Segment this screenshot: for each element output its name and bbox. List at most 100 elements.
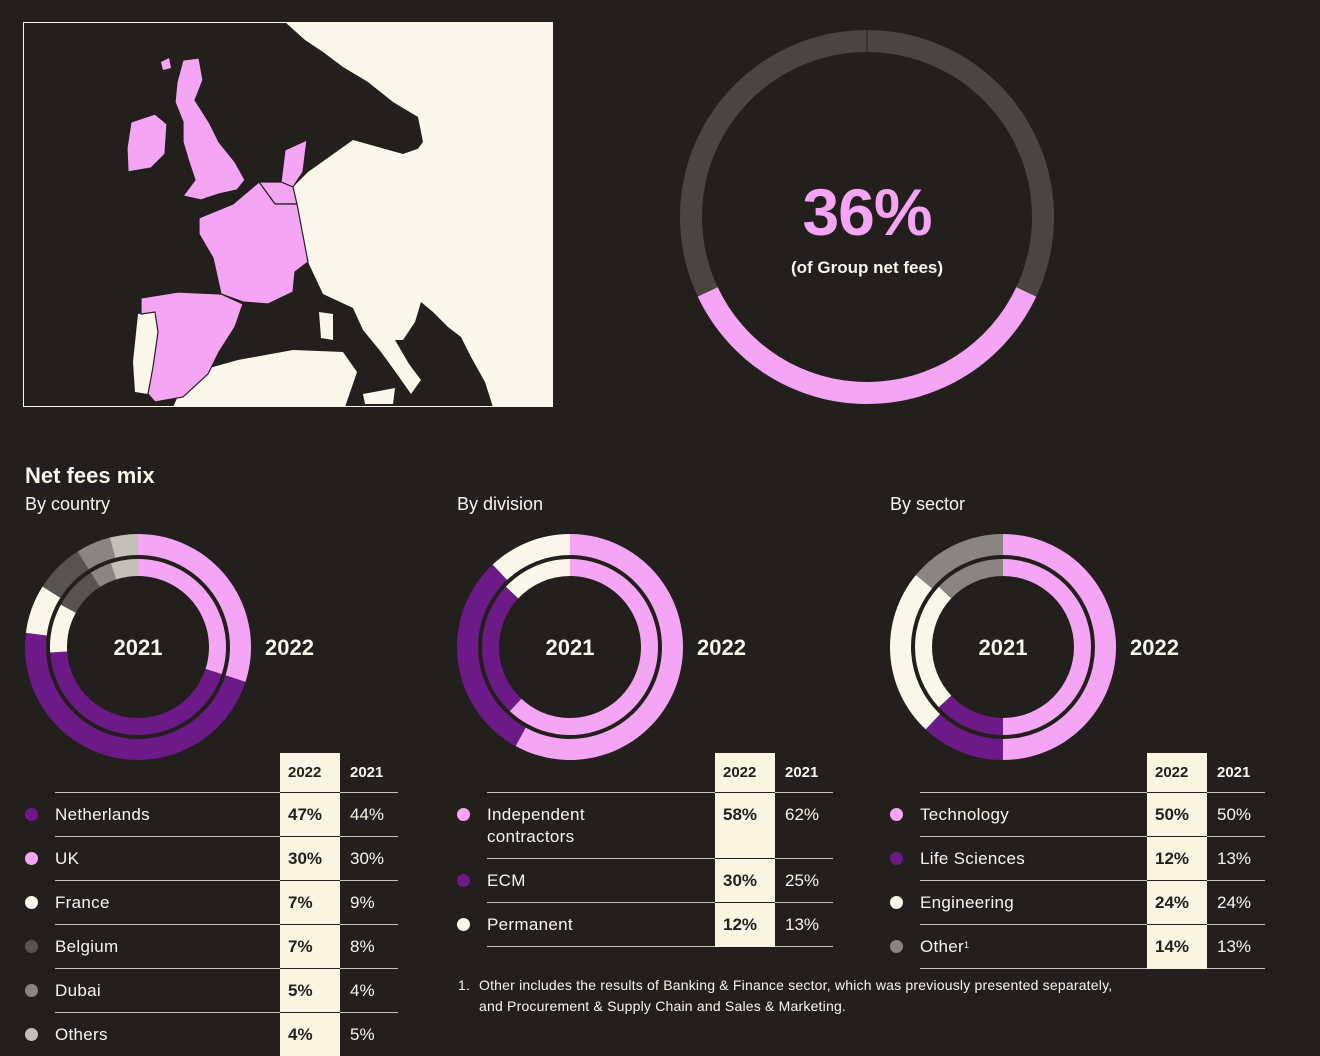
value-2022: 4% — [280, 1013, 340, 1056]
outer-year-label: 2022 — [265, 635, 314, 661]
table-by-country: 2022 2021 Netherlands 47% 44% UK 30% 30%… — [25, 753, 398, 1056]
col-header-2022: 2022 — [715, 753, 775, 793]
group-share-caption: (of Group net fees) — [672, 258, 1062, 278]
chart-subtitle: By country — [25, 494, 110, 515]
group-share-value: 36% — [672, 174, 1062, 250]
table-by-sector: 2022 2021 Technology 50% 50% Life Scienc… — [890, 753, 1265, 969]
footnote-number: 1. — [458, 975, 479, 996]
panel-by-sector: By sector 2021 2022 2022 2021 Technology… — [890, 494, 1310, 1021]
table-header-row: 2022 2021 — [457, 753, 833, 793]
row-label: Independent contractors — [487, 793, 715, 859]
inner-year-label: 2021 — [890, 635, 1116, 661]
outer-year-label: 2022 — [1130, 635, 1179, 661]
row-label: Belgium — [55, 925, 280, 969]
table-row: Belgium 7% 8% — [25, 925, 398, 969]
table-header-row: 2022 2021 — [890, 753, 1265, 793]
value-2022: 47% — [280, 793, 340, 837]
legend-dot — [25, 1028, 38, 1041]
row-label: Permanent — [487, 903, 715, 947]
group-share-donut: 36% (of Group net fees) — [672, 22, 1062, 412]
legend-dot — [457, 918, 470, 931]
value-2021: 30% — [340, 837, 398, 881]
value-2021: 4% — [340, 969, 398, 1013]
col-header-2022: 2022 — [1147, 753, 1207, 793]
value-2021: 5% — [340, 1013, 398, 1056]
footnote-mark: 1 — [964, 940, 969, 950]
legend-dot — [25, 808, 38, 821]
table-row: Engineering 24% 24% — [890, 881, 1265, 925]
value-2021: 9% — [340, 881, 398, 925]
row-label: Technology — [920, 793, 1147, 837]
panel-by-country: By country 2021 2022 2022 2021 Netherlan… — [25, 494, 445, 1021]
table-row: Dubai 5% 4% — [25, 969, 398, 1013]
col-header-2022: 2022 — [280, 753, 340, 793]
legend-dot — [890, 940, 903, 953]
footnote-line-1: Other includes the results of Banking & … — [479, 977, 1112, 993]
row-label: Engineering — [920, 881, 1147, 925]
legend-dot — [890, 808, 903, 821]
value-2022: 14% — [1147, 925, 1207, 969]
panel-by-division: By division 2021 2022 2022 2021 Independ… — [457, 494, 877, 1021]
row-label: Other1 — [920, 925, 1147, 969]
legend-dot — [890, 896, 903, 909]
value-2021: 44% — [340, 793, 398, 837]
value-2021: 8% — [340, 925, 398, 969]
value-2022: 7% — [280, 925, 340, 969]
table-header-row: 2022 2021 — [25, 753, 398, 793]
value-2022: 12% — [715, 903, 775, 947]
outer-year-label: 2022 — [697, 635, 746, 661]
donut-chart-sector: 2021 — [890, 534, 1116, 760]
table-row: UK 30% 30% — [25, 837, 398, 881]
table-row: Netherlands 47% 44% — [25, 793, 398, 837]
donut-chart-division: 2021 — [457, 534, 683, 760]
section-title: Net fees mix — [25, 463, 155, 489]
value-2021: 62% — [775, 793, 833, 859]
legend-dot — [25, 940, 38, 953]
value-2022: 30% — [280, 837, 340, 881]
row-label: Dubai — [55, 969, 280, 1013]
share-ring-segment — [698, 287, 1036, 404]
value-2022: 30% — [715, 859, 775, 903]
chart-subtitle: By division — [457, 494, 543, 515]
inner-year-label: 2021 — [25, 635, 251, 661]
value-2021: 25% — [775, 859, 833, 903]
col-header-2021: 2021 — [1207, 753, 1265, 793]
value-2022: 12% — [1147, 837, 1207, 881]
value-2021: 13% — [1207, 925, 1265, 969]
legend-dot — [457, 874, 470, 887]
legend-dot — [457, 808, 470, 821]
value-2022: 7% — [280, 881, 340, 925]
table-row: Technology 50% 50% — [890, 793, 1265, 837]
value-2021: 50% — [1207, 793, 1265, 837]
value-2022: 5% — [280, 969, 340, 1013]
row-label: ECM — [487, 859, 715, 903]
row-label: France — [55, 881, 280, 925]
table-by-division: 2022 2021 Independent contractors 58% 62… — [457, 753, 833, 947]
table-row: Life Sciences 12% 13% — [890, 837, 1265, 881]
donut-chart-country: 2021 — [25, 534, 251, 760]
footnote: 1.Other includes the results of Banking … — [458, 975, 1112, 1017]
value-2022: 24% — [1147, 881, 1207, 925]
chart-subtitle: By sector — [890, 494, 965, 515]
row-label: Others — [55, 1013, 280, 1056]
legend-dot — [25, 852, 38, 865]
table-row: Permanent 12% 13% — [457, 903, 833, 947]
value-2021: 13% — [1207, 837, 1265, 881]
legend-dot — [890, 852, 903, 865]
europe-map — [23, 22, 553, 407]
inner-year-label: 2021 — [457, 635, 683, 661]
value-2022: 50% — [1147, 793, 1207, 837]
table-row: Others 4% 5% — [25, 1013, 398, 1056]
value-2021: 24% — [1207, 881, 1265, 925]
col-header-2021: 2021 — [775, 753, 833, 793]
legend-dot — [25, 896, 38, 909]
row-label: UK — [55, 837, 280, 881]
row-label: Netherlands — [55, 793, 280, 837]
table-row: Independent contractors 58% 62% — [457, 793, 833, 859]
footnote-line-2: and Procurement & Supply Chain and Sales… — [458, 996, 1112, 1017]
table-row: Other1 14% 13% — [890, 925, 1265, 969]
table-row: ECM 30% 25% — [457, 859, 833, 903]
table-row: France 7% 9% — [25, 881, 398, 925]
legend-dot — [25, 984, 38, 997]
value-2021: 13% — [775, 903, 833, 947]
